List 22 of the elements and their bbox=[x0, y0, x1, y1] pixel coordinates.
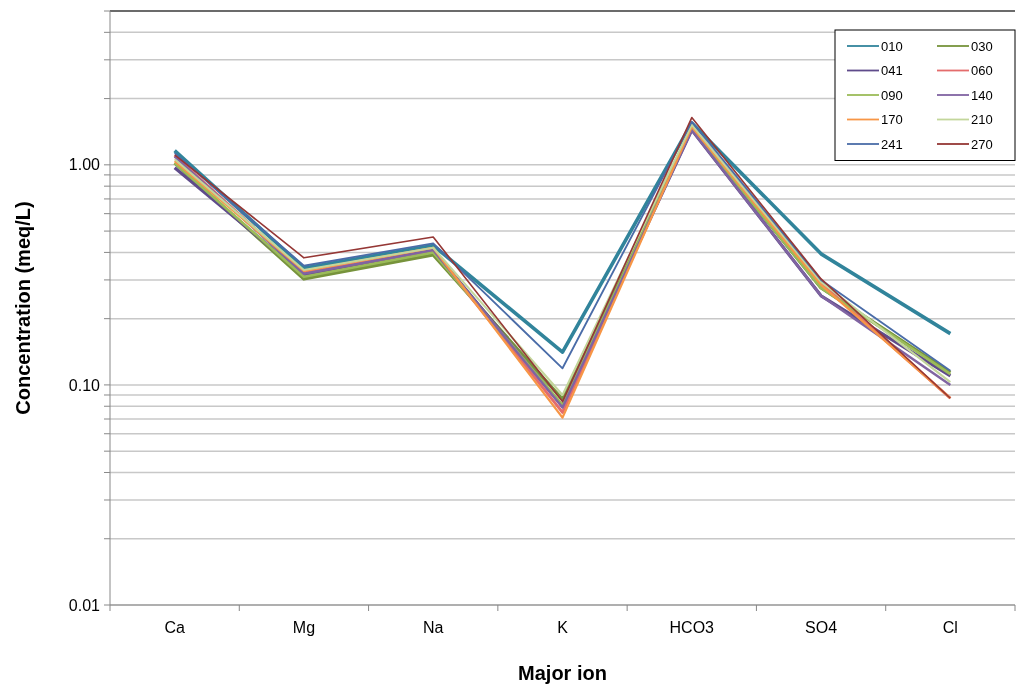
x-tick-label: Mg bbox=[292, 619, 316, 636]
x-tick-label: HCO3 bbox=[669, 619, 715, 636]
x-tick-label: SO4 bbox=[805, 619, 838, 636]
y-tick-label: 0.01 bbox=[68, 596, 101, 614]
legend-label: 241 bbox=[881, 136, 903, 152]
y-tick-label: 1.00 bbox=[68, 156, 101, 174]
x-axis-title: Major ion bbox=[518, 662, 607, 684]
y-axis-title: Concentration (meq/L) bbox=[12, 201, 34, 415]
legend-label: 170 bbox=[881, 112, 903, 128]
legend-label: 030 bbox=[971, 38, 993, 54]
legend-label: 041 bbox=[881, 63, 903, 79]
x-tick-label: Ca bbox=[164, 619, 185, 636]
legend-label: 140 bbox=[971, 87, 993, 103]
legend-label: 010 bbox=[881, 38, 903, 54]
x-tick-label: Na bbox=[422, 619, 444, 636]
legend-label: 210 bbox=[971, 112, 993, 128]
legend-label: 090 bbox=[881, 87, 903, 103]
x-tick-label: K bbox=[557, 619, 569, 636]
x-tick-label: Cl bbox=[942, 619, 958, 636]
legend-label: 270 bbox=[971, 136, 993, 152]
legend-label: 060 bbox=[971, 63, 993, 79]
y-tick-label: 0.10 bbox=[68, 376, 101, 394]
